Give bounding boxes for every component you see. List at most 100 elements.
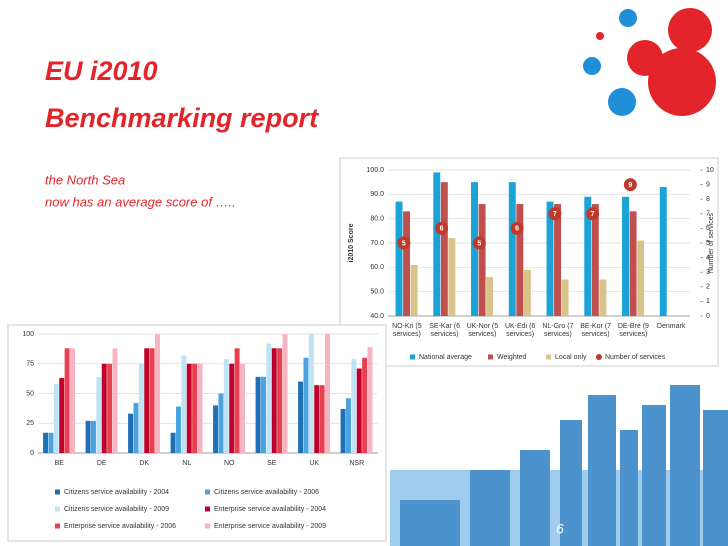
legend-label: Citizens service availability - 2006 <box>214 489 319 496</box>
bar <box>192 363 198 453</box>
bar <box>303 357 309 453</box>
bar <box>448 238 456 316</box>
legend-label: Citizens service availability - 2004 <box>64 489 169 496</box>
bar <box>356 368 362 453</box>
legend-label: Citizens service availability - 2009 <box>64 506 169 513</box>
bar <box>133 403 139 453</box>
bar <box>255 376 261 453</box>
bar <box>314 385 320 453</box>
y-axis-label: i2010 Score <box>348 223 355 262</box>
data-label: 5 <box>477 240 481 247</box>
bar <box>471 182 478 316</box>
legend-label: Number of services <box>605 354 666 361</box>
legend-swatch <box>546 354 551 360</box>
legend-label: National average <box>419 354 472 361</box>
bar <box>546 201 554 316</box>
x-tick-label: SE <box>267 460 277 467</box>
x-tick-label: UK-Edi (6 services) <box>505 323 535 338</box>
y2-tick-label: 7 <box>706 211 710 218</box>
bar <box>584 196 592 316</box>
title: EU i2010 <box>45 56 158 86</box>
bar <box>271 348 277 453</box>
bar <box>345 398 351 453</box>
bar <box>340 408 346 453</box>
service-marker <box>472 236 486 250</box>
service-marker <box>397 236 411 250</box>
y2-tick-label: 10 <box>706 167 714 174</box>
bar <box>234 348 240 453</box>
bar <box>351 358 357 453</box>
y2-axis-label: Number of services <box>708 212 715 273</box>
bar <box>53 383 59 453</box>
legend-label: Enterprise service availability - 2004 <box>214 506 326 513</box>
data-label: 9 <box>628 182 632 189</box>
chart-frame <box>339 157 719 367</box>
bar <box>260 376 266 453</box>
data-label: 6 <box>515 226 519 233</box>
y-tick-label: 60.0 <box>370 264 384 271</box>
x-tick-label: DK <box>139 460 149 467</box>
skyline <box>390 385 728 546</box>
bar <box>486 277 494 316</box>
bar <box>181 355 187 453</box>
page-number: 6 <box>556 521 564 537</box>
bar <box>659 187 667 316</box>
y2-tick-label: 4 <box>706 254 710 261</box>
bar <box>523 269 531 316</box>
bar <box>298 381 304 453</box>
bar <box>240 363 245 453</box>
legend-swatch <box>205 506 210 512</box>
bar <box>155 334 160 453</box>
bar <box>48 432 54 453</box>
x-tick-label: UK <box>309 460 319 467</box>
bar <box>282 334 288 453</box>
service-marker <box>623 178 637 192</box>
y-tick-label: 40.0 <box>370 313 384 320</box>
bar <box>440 182 448 316</box>
y-tick-label: 100.0 <box>366 167 384 174</box>
legend-swatch <box>55 523 60 529</box>
title: Benchmarking report <box>45 103 319 133</box>
bar <box>197 363 203 453</box>
bar <box>319 385 325 453</box>
y-tick-label: 75 <box>26 361 34 368</box>
y2-tick-label: 2 <box>706 284 710 291</box>
y-tick-label: 80.0 <box>370 216 384 223</box>
bar <box>325 334 330 453</box>
bar <box>59 378 65 453</box>
bar <box>622 196 629 316</box>
y-tick-label: 0 <box>30 450 34 457</box>
y-tick-label: 100 <box>22 331 34 338</box>
bar <box>516 204 524 316</box>
bar <box>637 240 645 316</box>
bar <box>107 363 113 453</box>
bar <box>308 334 314 453</box>
body-text: the North Sea <box>45 172 125 187</box>
data-label: 7 <box>591 211 595 218</box>
bar <box>433 172 441 316</box>
data-label: 6 <box>440 226 444 233</box>
legend-swatch <box>488 354 493 360</box>
service-marker <box>510 221 524 235</box>
legend-swatch <box>55 489 60 495</box>
y2-tick-label: 3 <box>706 269 710 276</box>
legend-swatch <box>205 489 210 495</box>
legend-swatch <box>596 354 602 360</box>
data-label: 5 <box>402 240 406 247</box>
bar <box>112 348 118 453</box>
x-tick-label: DE-Bre (9 services) <box>618 323 649 338</box>
data-label: 7 <box>553 211 557 218</box>
bar <box>85 420 91 453</box>
bar <box>43 432 49 453</box>
bar <box>591 204 599 316</box>
bar <box>554 204 562 316</box>
x-tick-label: BE-Kor (7 services) <box>580 323 611 338</box>
y-tick-label: 25 <box>26 420 34 427</box>
bar <box>64 348 70 453</box>
y-tick-label: 70.0 <box>370 240 384 247</box>
bar <box>218 393 224 453</box>
legend-swatch <box>205 523 210 529</box>
bar <box>96 376 102 453</box>
legend-swatch <box>410 354 415 360</box>
